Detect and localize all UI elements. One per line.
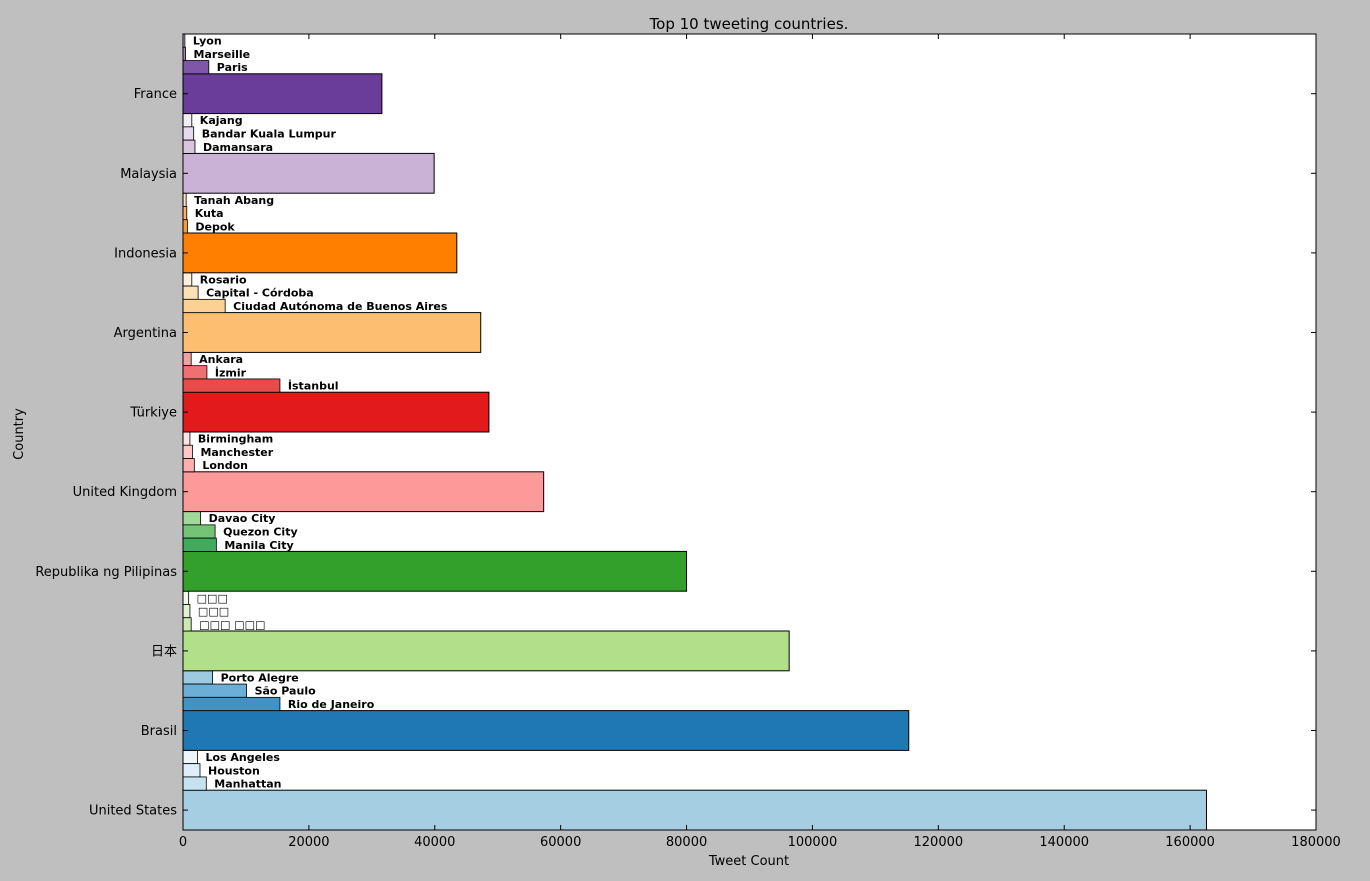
x-axis-label: Tweet Count — [708, 854, 789, 869]
city-bar — [182, 60, 210, 75]
x-tick-label: 160000 — [1165, 835, 1215, 850]
city-bar — [182, 524, 216, 539]
country-bar — [182, 391, 490, 433]
chart-title: Top 10 tweeting countries. — [649, 15, 849, 33]
city-bar — [182, 696, 281, 711]
city-label: Ankara — [199, 353, 243, 366]
city-label: □□□ — [198, 605, 229, 618]
city-bar — [182, 750, 198, 765]
city-label: Rosario — [200, 273, 247, 286]
y-tick-label: Indonesia — [114, 246, 177, 261]
city-bar — [182, 272, 193, 287]
x-tick-label: 100000 — [788, 835, 838, 850]
city-label: Ciudad Autónoma de Buenos Aires — [233, 300, 448, 313]
city-bar — [182, 113, 193, 128]
city-label: İzmir — [215, 365, 247, 379]
city-bar — [182, 206, 188, 221]
city-label: Los Angeles — [205, 751, 280, 764]
city-label: São Paulo — [255, 685, 317, 698]
y-tick-label: Republika ng Pilipinas — [35, 565, 177, 580]
city-bar — [182, 378, 281, 393]
city-label: Kuta — [195, 207, 224, 220]
city-label: Porto Alegre — [221, 671, 299, 684]
city-bar — [182, 537, 217, 552]
city-label: Houston — [208, 764, 260, 777]
country-bar — [182, 789, 1207, 831]
x-tick-label: 180000 — [1291, 835, 1341, 850]
city-bar — [182, 670, 213, 685]
city-label: Capital - Córdoba — [206, 287, 314, 300]
city-bar — [182, 139, 196, 154]
country-bar — [182, 550, 688, 592]
country-bar — [182, 471, 545, 513]
city-bar — [182, 431, 191, 446]
x-tick-label: 40000 — [414, 835, 455, 850]
y-tick-label: United Kingdom — [73, 485, 177, 500]
city-label: Birmingham — [198, 433, 273, 446]
y-tick-label: 日本 — [151, 644, 177, 659]
bars-layer — [182, 33, 1207, 831]
city-label: Paris — [217, 61, 248, 74]
x-tick-label: 60000 — [540, 835, 581, 850]
x-tick-label: 20000 — [288, 835, 329, 850]
ticks-layer: United States Brasil 日本 Republika ng Pilipi… — [35, 34, 1341, 850]
city-bar — [182, 444, 193, 459]
x-tick-label: 140000 — [1039, 835, 1089, 850]
city-bar — [182, 351, 192, 367]
country-bar — [182, 152, 435, 194]
city-bar — [182, 763, 201, 778]
x-tick-label: 80000 — [666, 835, 707, 850]
city-label: Manhattan — [214, 778, 281, 791]
country-bar — [182, 312, 482, 353]
x-tick-label: 120000 — [914, 835, 964, 850]
city-label: Manchester — [200, 446, 273, 459]
country-bar — [182, 630, 790, 672]
city-bar — [182, 511, 202, 526]
city-label: İstanbul — [288, 379, 339, 393]
city-label: Depok — [195, 220, 235, 233]
city-label: Tanah Abang — [194, 194, 274, 207]
city-label: London — [202, 459, 248, 472]
y-tick-label: France — [134, 87, 177, 102]
y-tick-label: Türkiye — [129, 406, 177, 421]
x-tick-label: 0 — [179, 835, 187, 850]
city-label: Kajang — [200, 114, 243, 127]
y-axis-label: Country — [12, 408, 27, 460]
city-label: Marseille — [194, 48, 251, 61]
city-label: Rio de Janeiro — [288, 698, 375, 711]
city-label: □□□ □□□ — [199, 618, 265, 631]
city-label: Lyon — [193, 35, 222, 48]
city-bar — [182, 285, 199, 300]
city-bar — [182, 590, 190, 605]
plot-frame — [182, 33, 1317, 831]
y-tick-label: Argentina — [114, 326, 177, 341]
city-label: Davao City — [209, 512, 276, 525]
city-label: Bandar Kuala Lumpur — [202, 128, 337, 141]
country-bar — [182, 710, 910, 751]
y-tick-label: Malaysia — [120, 167, 177, 182]
city-bar — [182, 298, 226, 314]
y-tick-label: Brasil — [141, 724, 177, 739]
city-bar — [182, 219, 188, 234]
country-bar — [182, 73, 383, 115]
city-label: □□□ — [197, 592, 228, 605]
city-bar — [182, 365, 208, 380]
city-bar — [182, 683, 247, 698]
city-label: Damansara — [203, 141, 273, 154]
city-bar — [182, 458, 195, 473]
country-bar — [182, 232, 458, 274]
city-bar — [182, 126, 195, 141]
city-label: Quezon City — [223, 526, 298, 539]
city-bar — [182, 604, 191, 619]
city-bar — [182, 617, 192, 632]
y-tick-label: United States — [89, 804, 177, 819]
city-bar — [182, 776, 207, 791]
city-label: Manila City — [224, 539, 293, 552]
